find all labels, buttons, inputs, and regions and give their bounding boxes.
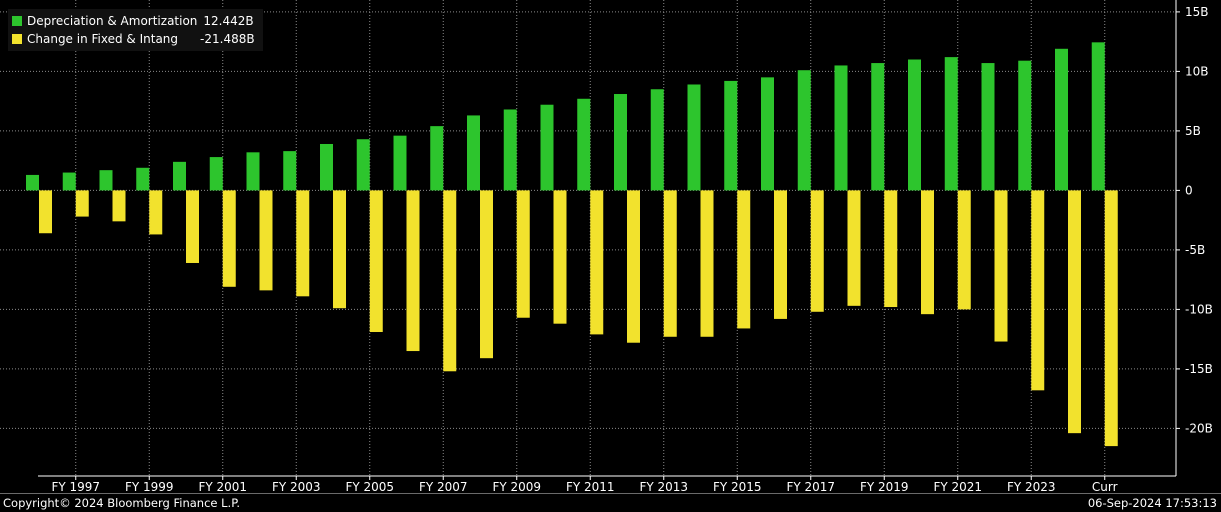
bar-change-fixed	[259, 190, 273, 291]
x-tick-label: Curr	[1092, 480, 1118, 493]
y-tick-label: 10B	[1185, 64, 1209, 78]
bars	[26, 42, 1118, 447]
x-tick-label: FY 2021	[933, 480, 982, 493]
bar-change-fixed	[75, 190, 89, 217]
bar-depreciation	[650, 89, 664, 191]
bar-depreciation	[577, 98, 591, 191]
legend: Depreciation & Amortization 12.442B Chan…	[8, 9, 263, 51]
bar-change-fixed	[406, 190, 420, 352]
x-tick-label: FY 2013	[639, 480, 688, 493]
y-tick-label: 5B	[1185, 124, 1201, 138]
x-tick-label: FY 2019	[860, 480, 909, 493]
footer: Copyright© 2024 Bloomberg Finance L.P. 0…	[0, 493, 1221, 512]
bar-depreciation	[26, 174, 39, 191]
bar-change-fixed	[590, 190, 604, 335]
bar-change-fixed	[333, 190, 346, 309]
bar-change-fixed	[810, 190, 824, 312]
legend-value-change-fixed: -21.488B	[200, 32, 255, 46]
bar-depreciation	[1055, 48, 1068, 191]
bar-depreciation	[687, 84, 701, 191]
bar-change-fixed	[1031, 190, 1045, 391]
bar-chart: 15B 10B 5B 0 -5B -10B -15B -20B FY 1997 FY 1999 FY…	[0, 0, 1213, 493]
y-tick-label: -20B	[1185, 421, 1213, 435]
bar-depreciation	[320, 143, 333, 191]
y-tick-label: -10B	[1185, 302, 1213, 316]
bar-change-fixed	[149, 190, 163, 235]
bar-depreciation	[62, 172, 76, 191]
legend-swatch-depreciation	[12, 16, 22, 26]
copyright-text: Copyright© 2024 Bloomberg Finance L.P.	[3, 496, 240, 510]
legend-label-depreciation: Depreciation & Amortization	[27, 14, 198, 28]
legend-item-depreciation: Depreciation & Amortization 12.442B	[12, 12, 255, 30]
bar-change-fixed	[480, 190, 493, 359]
bar-change-fixed	[737, 190, 751, 329]
bar-depreciation	[136, 167, 150, 191]
bar-change-fixed	[847, 190, 861, 306]
bar-depreciation	[614, 94, 627, 191]
bar-depreciation	[503, 109, 517, 191]
bar-depreciation	[283, 151, 297, 191]
bar-change-fixed	[296, 190, 310, 297]
x-tick-label: FY 2011	[566, 480, 615, 493]
bar-change-fixed	[884, 190, 898, 308]
x-tick-label: FY 2009	[492, 480, 541, 493]
bar-change-fixed	[700, 190, 714, 337]
bar-change-fixed	[369, 190, 383, 333]
bar-depreciation	[944, 57, 958, 191]
bar-change-fixed	[516, 190, 530, 318]
x-tick-label: FY 2005	[345, 480, 394, 493]
bar-depreciation	[834, 65, 848, 191]
bar-depreciation	[871, 63, 885, 191]
bar-depreciation	[797, 70, 811, 191]
x-tick-label: FY 1999	[125, 480, 174, 493]
bar-depreciation	[209, 157, 223, 191]
bar-change-fixed	[186, 190, 199, 263]
x-tick-label: FY 2023	[1007, 480, 1056, 493]
bar-change-fixed	[774, 190, 787, 319]
bar-change-fixed	[443, 190, 457, 372]
x-tick-label: FY 2017	[786, 480, 835, 493]
bar-change-fixed	[627, 190, 640, 343]
x-tick-label: FY 1997	[51, 480, 100, 493]
bar-change-fixed	[39, 190, 52, 234]
y-tick-label: 0	[1185, 183, 1193, 197]
bar-depreciation	[761, 77, 774, 191]
bar-depreciation	[393, 135, 407, 191]
legend-label-change-fixed: Change in Fixed & Intang	[27, 32, 179, 46]
bar-change-fixed	[921, 190, 934, 315]
bar-depreciation	[981, 63, 995, 191]
y-tick-label: -5B	[1185, 243, 1205, 257]
bar-change-fixed	[112, 190, 126, 222]
legend-item-change-fixed: Change in Fixed & Intang -21.488B	[12, 30, 255, 48]
bar-change-fixed	[1068, 190, 1081, 434]
x-tick-label: FY 2003	[272, 480, 321, 493]
timestamp-text: 06-Sep-2024 17:53:13	[1087, 496, 1217, 510]
legend-value-depreciation: 12.442B	[203, 14, 254, 28]
x-tick-label: FY 2007	[419, 480, 468, 493]
bar-depreciation	[467, 115, 480, 191]
bar-change-fixed	[1104, 190, 1118, 447]
y-tick-label: -15B	[1185, 362, 1213, 376]
bar-depreciation	[246, 152, 260, 191]
bar-depreciation	[540, 104, 554, 191]
bar-change-fixed	[994, 190, 1008, 342]
legend-swatch-change-fixed	[12, 34, 22, 44]
bar-change-fixed	[957, 190, 971, 310]
bar-change-fixed	[553, 190, 567, 324]
x-tick-label: FY 2001	[198, 480, 247, 493]
bar-depreciation	[1091, 42, 1105, 191]
bar-depreciation	[1018, 60, 1032, 191]
bar-depreciation	[724, 80, 738, 191]
bar-depreciation	[173, 161, 186, 191]
bar-depreciation	[356, 139, 370, 191]
x-tick-label: FY 2015	[713, 480, 762, 493]
bar-depreciation	[430, 126, 444, 191]
bar-change-fixed	[222, 190, 236, 287]
bar-depreciation	[99, 170, 113, 191]
axes: 15B 10B 5B 0 -5B -10B -15B -20B FY 1997 FY 1999 FY…	[38, 0, 1213, 493]
bar-depreciation	[908, 59, 921, 191]
bar-change-fixed	[663, 190, 677, 337]
y-tick-label: 15B	[1185, 5, 1209, 19]
